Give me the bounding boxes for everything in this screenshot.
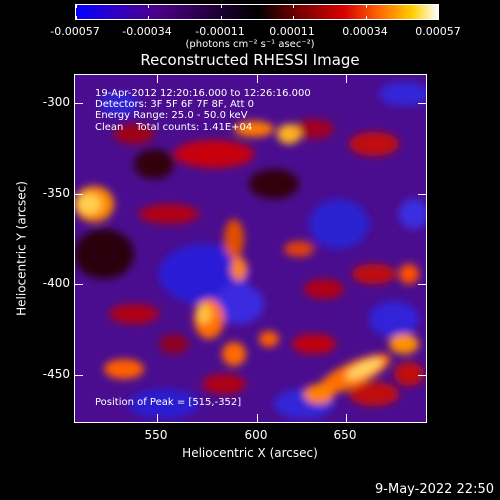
colorbar-tick-label: 0.00011 <box>269 25 315 38</box>
colorbar-tick <box>437 4 438 8</box>
time-range-annotation: 19-Apr-2012 12:20:16.000 to 12:26:16.000 <box>95 88 311 99</box>
energy-range-annotation: Energy Range: 25.0 - 50.0 keV <box>95 110 248 121</box>
timestamp: 9-May-2022 22:50 <box>375 482 494 497</box>
x-tick-label: 600 <box>244 428 268 442</box>
colorbar-tick <box>366 16 367 20</box>
colorbar-tick-label: -0.00057 <box>50 25 100 38</box>
y-axis-label: Heliocentric Y (arcsec) <box>14 181 29 316</box>
algorithm-counts-annotation: Clean Total counts: 1.41E+04 <box>95 122 253 133</box>
rhessi-image <box>74 74 427 423</box>
colorbar-tick-label: 0.00034 <box>342 25 388 38</box>
colorbar-tick <box>148 4 149 8</box>
peak-position-annotation: Position of Peak = [515,-352] <box>95 397 242 408</box>
colorbar-tick <box>293 4 294 8</box>
colorbar-units-label: (photons cm⁻² s⁻¹ asec⁻²) <box>185 39 315 50</box>
colorbar-tick <box>221 16 222 20</box>
x-axis-label: Heliocentric X (arcsec) <box>182 446 318 460</box>
colorbar-tick <box>293 16 294 20</box>
colorbar-tick-label: -0.00034 <box>122 25 172 38</box>
x-tick-label: 650 <box>333 428 357 442</box>
colorbar-tick <box>437 16 438 20</box>
detectors-annotation: Detectors: 3F 5F 6F 7F 8F, Att 0 <box>95 99 255 110</box>
y-tick-label: -300 <box>42 95 70 109</box>
x-tick-label: 550 <box>144 428 168 442</box>
y-tick-label: -400 <box>42 276 70 290</box>
colorbar-tick <box>76 16 77 20</box>
colorbar <box>75 4 439 20</box>
image-title: Reconstructed RHESSI Image <box>140 51 360 69</box>
colorbar-tick <box>148 16 149 20</box>
colorbar-tick-label: 0.00057 <box>415 25 461 38</box>
colorbar-tick <box>221 4 222 8</box>
colorbar-tick <box>76 4 77 8</box>
y-tick-label: -450 <box>42 367 70 381</box>
colorbar-tick-label: -0.00011 <box>195 25 245 38</box>
y-tick-label: -350 <box>42 186 70 200</box>
colorbar-tick <box>366 4 367 8</box>
